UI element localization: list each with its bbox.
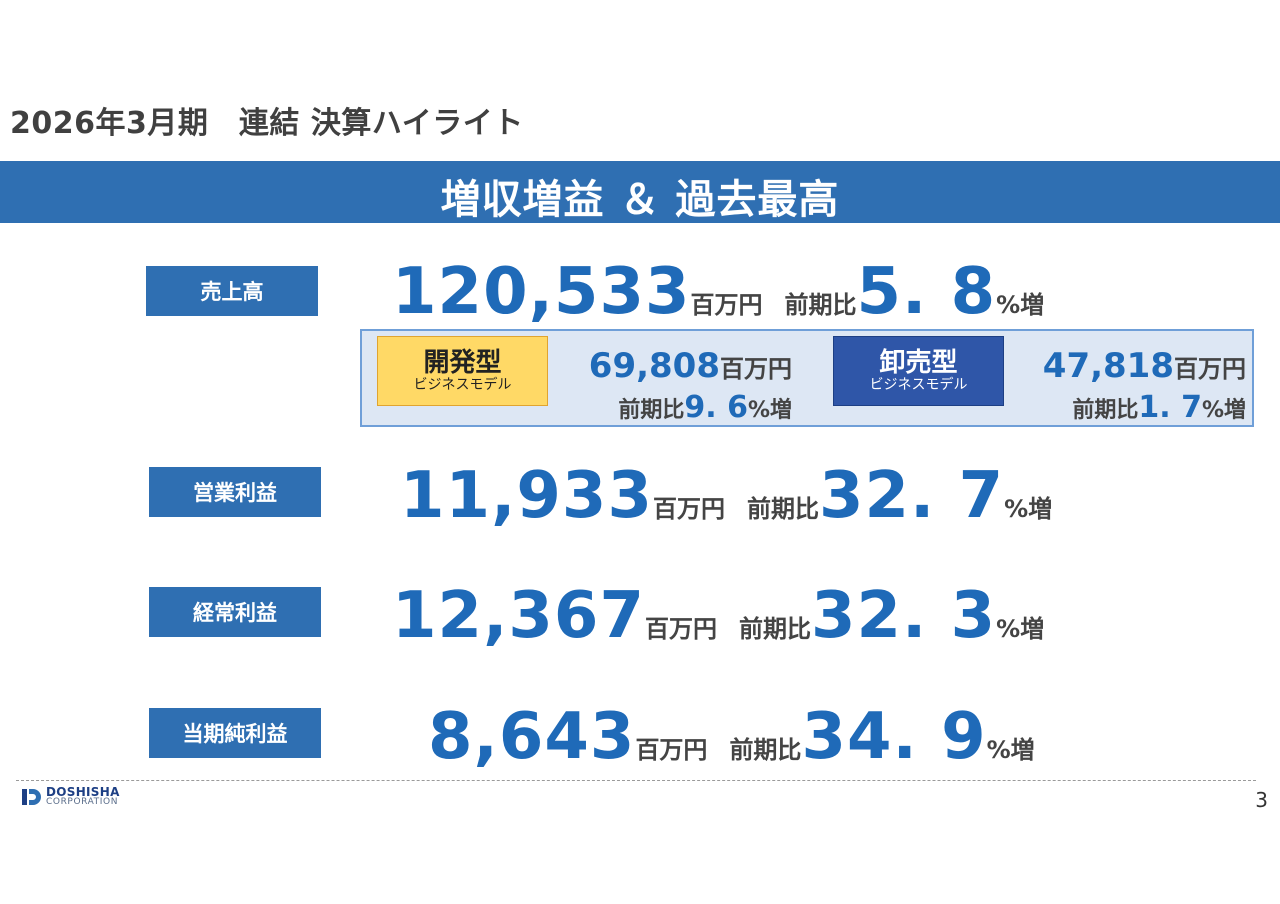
net-income-value: 8,643 (428, 700, 636, 774)
net-income-unit: 百万円 (635, 736, 708, 764)
segment-whl-unit: 百万円 (1174, 355, 1246, 383)
company-logo: DOSHISHA CORPORATION (22, 786, 120, 807)
net-sales-metric: 120,533百万円 前期比5. 8%増 (392, 260, 1044, 324)
segment-dev-comparison: 前期比9. 6%増 (560, 390, 792, 425)
segment-whl-suffix: %増 (1201, 398, 1246, 423)
net-sales-unit: 百万円 (690, 291, 763, 319)
footer-divider (16, 780, 1256, 781)
segment-whl-value: 47,818百万円 (1010, 346, 1246, 386)
ordinary-profit-unit: 百万円 (644, 615, 717, 643)
operating-profit-value: 11,933 (400, 459, 653, 533)
net-sales-cmp-label: 前期比 (784, 291, 857, 319)
page-title: 2026年3月期 連結 決算ハイライト (10, 106, 524, 141)
segment-whl-comparison: 前期比1. 7%増 (1010, 390, 1246, 425)
ordinary-profit-value: 12,367 (392, 579, 645, 653)
segment-dev-amount: 69,808 (588, 346, 720, 386)
logo-line2: CORPORATION (46, 797, 119, 807)
segment-tag-wholesale: 卸売型 ビジネスモデル (833, 336, 1004, 406)
net-sales-pct: 5. 8 (856, 255, 997, 329)
net-sales-suffix: %増 (996, 291, 1045, 319)
page-number: 3 (1255, 788, 1268, 812)
segment-dev-cmp-label: 前期比 (618, 398, 685, 423)
doshisha-logo-icon (22, 788, 41, 805)
net-income-pct: 34. 9 (801, 700, 987, 774)
segment-whl-subtitle: ビジネスモデル (869, 376, 968, 393)
segment-dev-value: 69,808百万円 (560, 346, 792, 386)
headline-text: 増収増益 ＆ 過去最高 (440, 177, 840, 223)
operating-profit-unit: 百万円 (652, 495, 725, 523)
segment-dev-title: 開発型 (423, 348, 502, 378)
net-sales-label: 売上高 (146, 266, 318, 316)
segment-whl-cmp-label: 前期比 (1072, 398, 1139, 423)
segment-dev-subtitle: ビジネスモデル (413, 376, 512, 393)
net-income-suffix: %増 (986, 736, 1035, 764)
ordinary-profit-pct: 32. 3 (810, 579, 997, 653)
net-income-metric: 8,643百万円 前期比34. 9%増 (428, 705, 1035, 769)
ordinary-profit-cmp-label: 前期比 (738, 615, 811, 643)
segment-tag-development: 開発型 ビジネスモデル (377, 336, 548, 406)
segment-dev-unit: 百万円 (720, 355, 792, 383)
operating-profit-metric: 11,933百万円 前期比32. 7%増 (400, 464, 1052, 528)
operating-profit-cmp-label: 前期比 (746, 495, 819, 523)
operating-profit-label: 営業利益 (149, 467, 321, 517)
segment-whl-pct: 1. 7 (1138, 390, 1202, 425)
ordinary-profit-label: 経常利益 (149, 587, 321, 637)
net-income-label: 当期純利益 (149, 708, 321, 758)
segment-dev-suffix: %増 (747, 398, 792, 423)
logo-line1: DOSHISHA (46, 785, 120, 799)
segment-whl-amount: 47,818 (1042, 346, 1174, 386)
ordinary-profit-suffix: %増 (996, 615, 1045, 643)
operating-profit-suffix: %増 (1004, 495, 1053, 523)
headline-banner: 増収増益 ＆ 過去最高 (0, 161, 1280, 223)
net-income-cmp-label: 前期比 (729, 736, 802, 764)
net-sales-value: 120,533 (392, 255, 691, 329)
operating-profit-pct: 32. 7 (818, 459, 1005, 533)
segment-dev-pct: 9. 6 (684, 390, 748, 425)
ordinary-profit-metric: 12,367百万円 前期比32. 3%増 (392, 584, 1044, 648)
segment-whl-title: 卸売型 (879, 348, 958, 378)
